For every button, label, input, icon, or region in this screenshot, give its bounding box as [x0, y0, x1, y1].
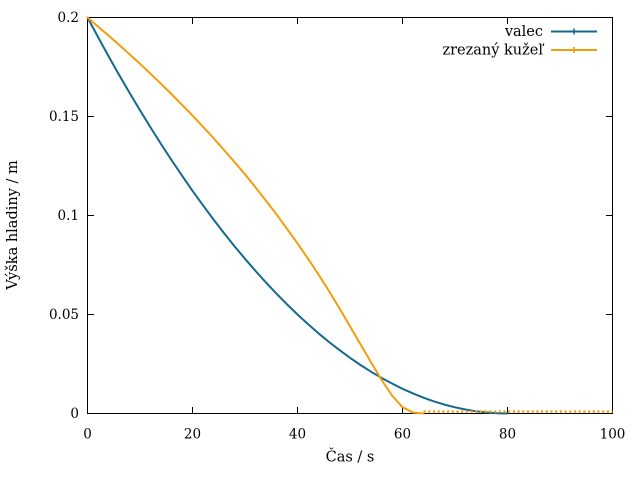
series-line-0	[86, 16, 509, 415]
y-axis-label: Výška hladiny / m	[4, 160, 21, 291]
x-axis-label: Čas / s	[326, 448, 375, 466]
axis-ticks: 0 20 40 60 80 100 0 0.05 0.1 0.15 0.2	[49, 10, 625, 443]
y-tick-label: 0	[70, 406, 79, 422]
legend-label-zrezany-kuzel: zrezaný kužeľ	[442, 42, 545, 59]
x-tick-label: 0	[83, 427, 92, 443]
legend: valec zrezaný kužeľ	[442, 24, 597, 59]
y-tick-label: 0.2	[58, 10, 79, 26]
x-tick-label: 100	[600, 427, 626, 443]
x-tick-label: 20	[184, 427, 201, 443]
data-series	[86, 16, 613, 415]
x-tick-label: 60	[394, 427, 411, 443]
legend-label-valec: valec	[504, 24, 543, 40]
y-tick-label: 0.1	[58, 208, 79, 224]
y-tick-label: 0.15	[49, 109, 79, 125]
plot-border	[87, 17, 613, 414]
series-line-1	[86, 16, 425, 415]
y-tick-label: 0.05	[49, 307, 79, 323]
x-tick-label: 80	[499, 427, 516, 443]
x-tick-label: 40	[289, 427, 306, 443]
